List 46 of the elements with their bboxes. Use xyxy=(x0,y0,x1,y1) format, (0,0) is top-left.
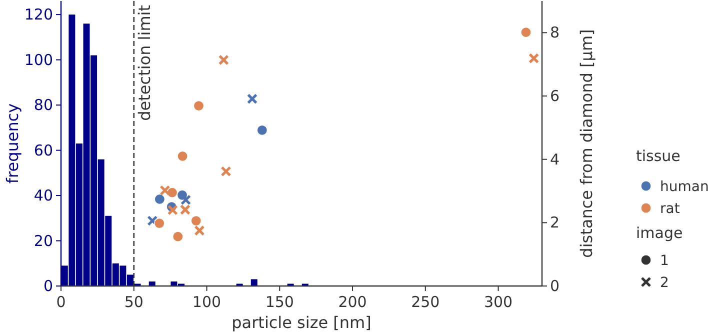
ref-line-label: detection limit xyxy=(134,5,154,121)
y2-tick-label: 6 xyxy=(550,87,560,105)
x-tick-label: 250 xyxy=(411,293,440,311)
point xyxy=(256,124,268,136)
y-tick-label: 40 xyxy=(34,186,53,205)
point xyxy=(172,231,184,242)
y2-tick-label: 0 xyxy=(550,277,560,295)
x-tick-label: 200 xyxy=(338,293,367,311)
point xyxy=(218,54,229,66)
text: tissue xyxy=(636,147,680,165)
y2-tick-label: 2 xyxy=(550,214,560,232)
point xyxy=(177,150,188,162)
y-tick-label: 80 xyxy=(34,96,53,114)
y-tick-label: 20 xyxy=(34,232,53,250)
point xyxy=(154,194,165,205)
text: 1 xyxy=(660,253,669,269)
x-tick-label: 100 xyxy=(192,293,222,311)
y2-tick-label: 4 xyxy=(550,150,560,168)
x-tick-label: 0 xyxy=(56,293,66,311)
point xyxy=(246,94,258,104)
x-tick-label: 150 xyxy=(265,293,294,311)
y2-tick-label: 8 xyxy=(550,24,560,42)
legend-label: rat xyxy=(660,201,680,217)
y-tick-label: 60 xyxy=(34,141,53,160)
text: 2 xyxy=(660,275,669,291)
point xyxy=(147,215,158,226)
y-tick-label: 0 xyxy=(43,277,53,295)
x-tick-label: 300 xyxy=(484,293,513,311)
point xyxy=(528,53,540,64)
point xyxy=(520,27,532,38)
text: image xyxy=(636,224,683,242)
point xyxy=(160,185,170,196)
point xyxy=(193,100,204,112)
y-axis-title: frequency xyxy=(3,103,22,184)
legend-label: human xyxy=(660,179,708,195)
y-tick-label: 100 xyxy=(24,50,53,69)
point xyxy=(180,194,192,206)
point xyxy=(220,166,232,177)
x-tick-label: 50 xyxy=(124,293,144,311)
y2-axis-title: distance from diamond [µm] xyxy=(577,29,596,258)
point xyxy=(166,187,178,198)
point xyxy=(190,215,202,226)
x-axis-title: particle size [nm] xyxy=(232,313,372,332)
point xyxy=(194,225,205,236)
y-tick-label: 120 xyxy=(24,6,53,24)
point xyxy=(154,218,165,229)
